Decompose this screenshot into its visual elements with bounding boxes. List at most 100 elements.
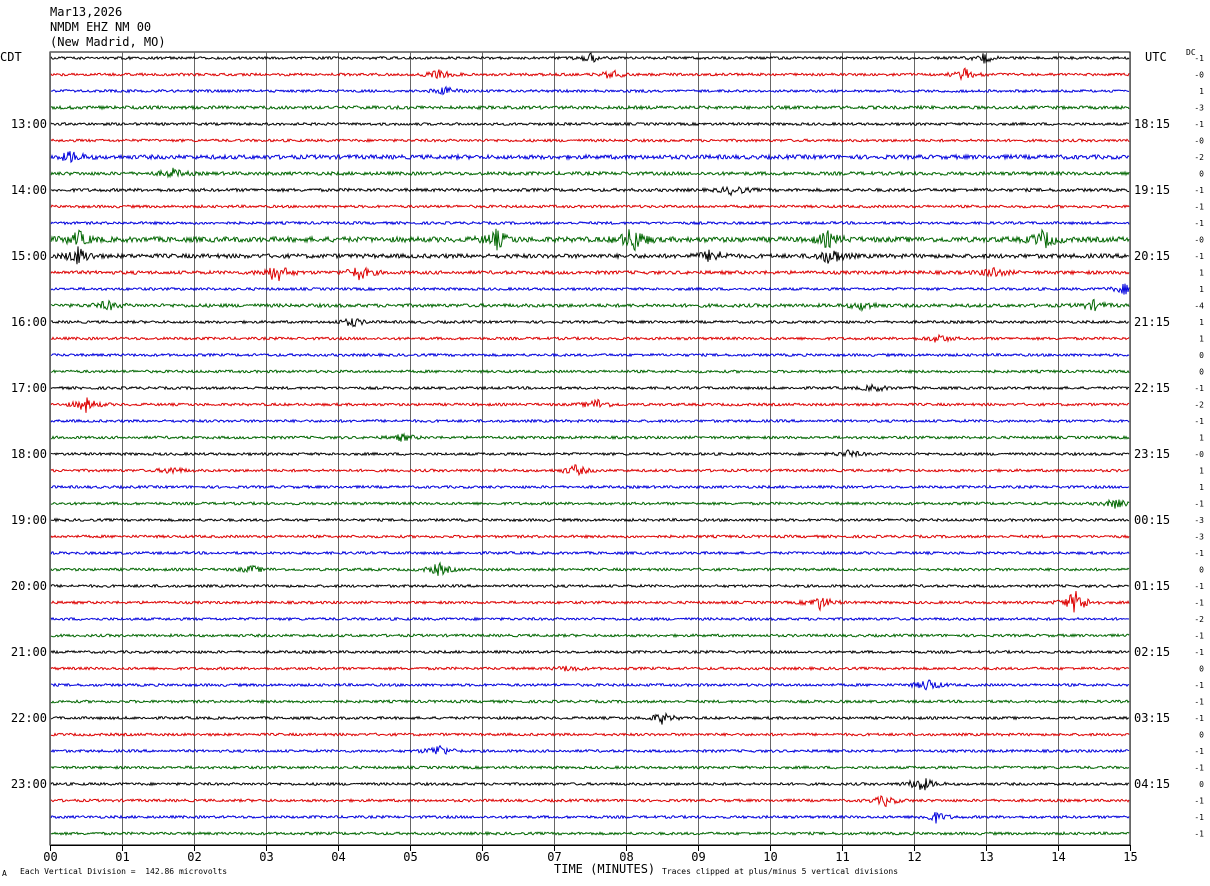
x-tick-label-08: 08 (619, 850, 633, 864)
trace-row-18 (50, 352, 1130, 358)
cdt-hour-label: 14:00 (11, 183, 47, 197)
footnote-mark: A (2, 869, 7, 878)
trace-row-5 (50, 138, 1130, 144)
x-axis: 00 01 02 03 04 05 06 07 08 09 10 11 12 13 14 15 (43, 845, 1138, 864)
trace-row-35 (50, 632, 1130, 639)
dc-offset-label: -1 (1194, 219, 1204, 228)
trace-row-7 (50, 167, 1130, 179)
dc-offset-label: 1 (1199, 434, 1204, 443)
trace-row-28 (50, 517, 1129, 523)
dc-offset-label: -1 (1194, 203, 1204, 212)
cdt-hour-label: 18:00 (11, 447, 47, 461)
left-time-labels: 13:00 14:00 15:00 16:00 17:00 18:00 19:00 20:00… (11, 117, 47, 791)
dc-offset-label: -1 (1194, 747, 1204, 756)
dc-offset-label: -1 (1194, 582, 1204, 591)
dc-offset-label: 1 (1199, 335, 1204, 344)
trace-row-16 (50, 317, 1129, 328)
trace-row-20 (50, 383, 1130, 393)
utc-hour-label: 23:15 (1134, 447, 1170, 461)
utc-hour-label: 19:15 (1134, 183, 1170, 197)
trace-row-4 (50, 121, 1130, 127)
dc-offset-label: 0 (1199, 780, 1204, 789)
seismic-traces (50, 52, 1130, 837)
cdt-hour-label: 15:00 (11, 249, 47, 263)
x-tick-label-14: 14 (1051, 850, 1065, 864)
cdt-hour-label: 17:00 (11, 381, 47, 395)
dc-offset-label: -2 (1194, 615, 1204, 624)
trace-row-21 (50, 397, 1130, 413)
dc-offset-label: 1 (1199, 87, 1204, 96)
dc-offset-label: -3 (1194, 104, 1204, 113)
cdt-hour-label: 23:00 (11, 777, 47, 791)
utc-hour-label: 03:15 (1134, 711, 1170, 725)
dc-offset-label: -1 (1194, 500, 1204, 509)
trace-row-29 (50, 533, 1130, 540)
x-tick-label-00: 00 (43, 850, 57, 864)
trace-row-10 (50, 220, 1130, 226)
trace-row-26 (50, 484, 1130, 490)
dc-offset-label: 0 (1199, 665, 1204, 674)
dc-offset-label: 1 (1199, 318, 1204, 327)
trace-row-8 (50, 185, 1130, 197)
trace-row-0 (50, 52, 1130, 64)
dc-offset-label: -2 (1194, 401, 1204, 410)
x-tick-label-04: 04 (331, 850, 345, 864)
x-tick-label-13: 13 (979, 850, 993, 864)
x-tick-label-09: 09 (691, 850, 705, 864)
x-tick-label-15: 15 (1123, 850, 1137, 864)
dc-offset-label: -1 (1194, 632, 1204, 641)
utc-hour-label: 04:15 (1134, 777, 1170, 791)
trace-row-12 (50, 246, 1130, 265)
trace-row-47 (50, 830, 1130, 837)
plot-frame (49, 51, 1131, 846)
station-date: Mar13,2026 (50, 5, 123, 19)
station-channel: NMDM EHZ NM 00 (50, 20, 152, 34)
scale-footnote: Each Vertical Division = 142.86 microvol… (20, 867, 228, 876)
x-tick-label-03: 03 (259, 850, 273, 864)
dc-offset-label: -0 (1194, 450, 1204, 459)
trace-row-1 (50, 67, 1130, 82)
trace-row-36 (50, 649, 1130, 655)
x-tick-label-01: 01 (115, 850, 129, 864)
dc-offset-label: -1 (1194, 648, 1204, 657)
utc-hour-label: 01:15 (1134, 579, 1170, 593)
utc-hour-label: 18:15 (1134, 117, 1170, 131)
trace-row-34 (50, 616, 1130, 622)
dc-offset-label: -1 (1194, 599, 1204, 608)
trace-row-31 (50, 561, 1130, 576)
trace-row-38 (50, 679, 1130, 691)
dc-offset-label: 1 (1199, 467, 1204, 476)
utc-hour-label: 21:15 (1134, 315, 1170, 329)
dc-offset-label: 0 (1199, 351, 1204, 360)
trace-row-25 (50, 464, 1130, 477)
trace-row-45 (50, 795, 1130, 808)
x-tick-label-11: 11 (835, 850, 849, 864)
dc-offset-labels: -1 -0 1 -3 -1 -0 -2 0 -1 -1 -1 -0 -1 1 1 -4 1 1 0 0 -1 -2 -1 1 -… (1194, 54, 1204, 839)
utc-hour-label: 02:15 (1134, 645, 1170, 659)
dc-offset-label: -0 (1194, 71, 1204, 80)
trace-row-14 (50, 283, 1130, 295)
dc-offset-label: -2 (1194, 153, 1204, 162)
dc-offset-label: 0 (1199, 566, 1204, 575)
right-timezone-label: UTC (1145, 50, 1167, 64)
dc-offset-label: 1 (1199, 483, 1204, 492)
dc-offset-label: -1 (1194, 797, 1204, 806)
dc-offset-label: 1 (1199, 285, 1204, 294)
left-timezone-label: CDT (0, 50, 22, 64)
trace-row-30 (50, 550, 1130, 556)
dc-offset-label: 0 (1199, 170, 1204, 179)
dc-offset-label: -0 (1194, 236, 1204, 245)
x-tick-label-06: 06 (475, 850, 489, 864)
dc-offset-label: -1 (1194, 813, 1204, 822)
dc-offset-label: -1 (1194, 186, 1204, 195)
trace-row-37 (50, 665, 1130, 672)
trace-row-43 (50, 765, 1130, 771)
dc-offset-label: -1 (1194, 417, 1204, 426)
dc-offset-label: -1 (1194, 698, 1204, 707)
x-axis-title: TIME (MINUTES) (554, 862, 656, 876)
dc-offset-label: -3 (1194, 516, 1204, 525)
dc-offset-label: -3 (1194, 533, 1204, 542)
cdt-hour-label: 13:00 (11, 117, 47, 131)
trace-row-19 (50, 368, 1130, 375)
trace-row-3 (50, 104, 1130, 111)
